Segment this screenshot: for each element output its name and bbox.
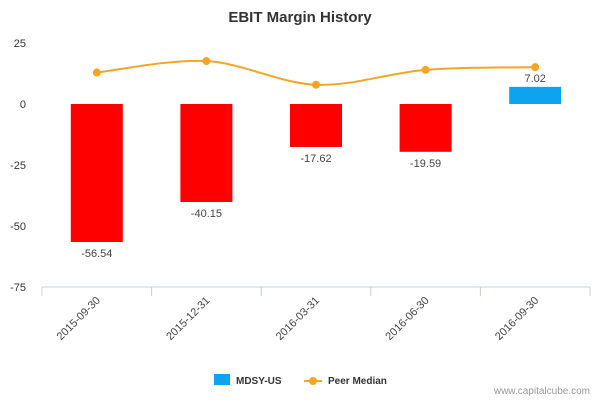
y-tick-label: -50 [10, 221, 26, 233]
bar [290, 104, 342, 147]
peer-median-point [531, 63, 540, 72]
y-axis: 25 0 -25 -50 -75 [10, 38, 26, 294]
y-tick-label: -75 [10, 282, 26, 294]
bar-data-label: -56.54 [81, 248, 112, 260]
peer-median-point [312, 80, 320, 89]
bar-series [70, 86, 562, 242]
bar [180, 104, 233, 202]
y-tick-label: 0 [20, 99, 26, 111]
x-tick-label: 2016-09-30 [493, 295, 541, 343]
bar [70, 104, 123, 242]
legend-label-mdsy: MDSY-US [236, 376, 282, 387]
legend-swatch-mdsy [214, 374, 230, 385]
x-tick-label: 2016-06-30 [383, 295, 431, 343]
bar-data-label: -17.62 [300, 153, 331, 165]
bar-data-label: -19.59 [410, 158, 441, 170]
y-tick-label: 25 [14, 38, 26, 50]
x-axis: 2015-09-30 2015-12-31 2016-03-31 2016-06-30… [41, 286, 591, 343]
bar [399, 104, 452, 152]
bar-data-label: 7.02 [524, 73, 545, 85]
bar-data-label: -40.15 [191, 208, 222, 220]
x-tick-label: 2016-03-31 [274, 295, 322, 343]
y-tick-label: -25 [10, 160, 26, 172]
x-tick-label: 2015-12-31 [164, 295, 212, 343]
legend-swatch-peer-dot [309, 377, 317, 385]
peer-median-point [421, 65, 430, 74]
bar [509, 86, 562, 104]
line-series [92, 57, 540, 89]
x-tick-label: 2015-09-30 [55, 295, 103, 343]
peer-median-point [202, 57, 211, 66]
data-labels: -56.54 -40.15 -17.62 -19.59 7.02 [81, 73, 546, 260]
legend: MDSY-US Peer Median [214, 374, 387, 387]
credit-text: www.capitalcube.com [493, 386, 590, 397]
legend-label-peer: Peer Median [328, 376, 387, 387]
chart-title: EBIT Margin History [228, 9, 372, 26]
peer-median-point [92, 68, 101, 77]
